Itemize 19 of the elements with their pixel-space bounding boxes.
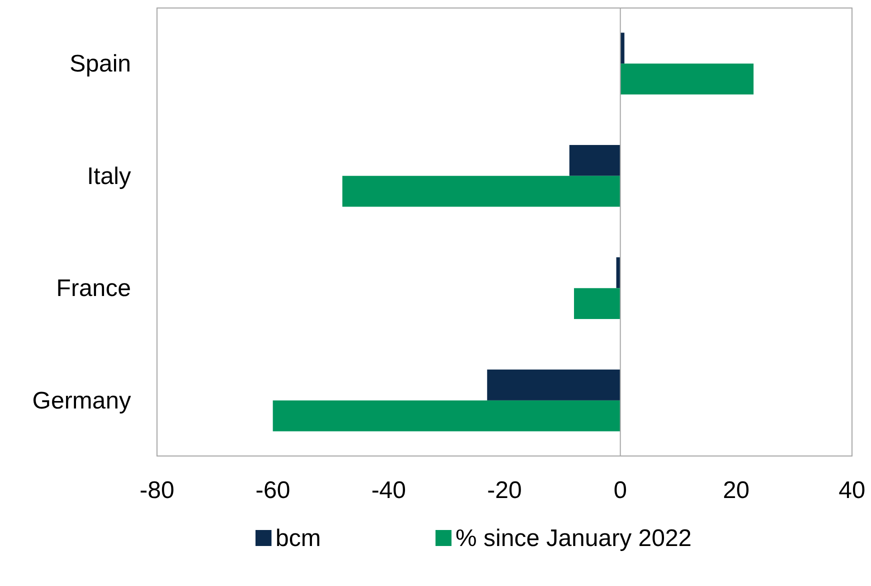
y-tick-label: France <box>56 275 131 302</box>
x-tick-label: -40 <box>371 477 406 504</box>
x-tick-label: -20 <box>487 477 522 504</box>
bar <box>487 370 620 400</box>
bar <box>569 144 620 176</box>
y-tick-label: Germany <box>32 387 131 414</box>
bar <box>574 288 620 320</box>
legend-label: % since January 2022 <box>456 525 692 552</box>
y-tick-label: Spain <box>70 50 131 78</box>
x-tick-label: 0 <box>614 477 628 504</box>
legend-label: bcm <box>276 525 321 552</box>
x-tick-label: -80 <box>140 477 174 504</box>
x-tick-label: -60 <box>255 477 290 504</box>
y-tick-label: Italy <box>86 162 131 190</box>
bar <box>342 176 620 207</box>
x-tick-label: 40 <box>838 477 866 504</box>
bar <box>272 400 620 432</box>
bar <box>620 64 754 94</box>
x-tick-label: 20 <box>722 477 750 504</box>
